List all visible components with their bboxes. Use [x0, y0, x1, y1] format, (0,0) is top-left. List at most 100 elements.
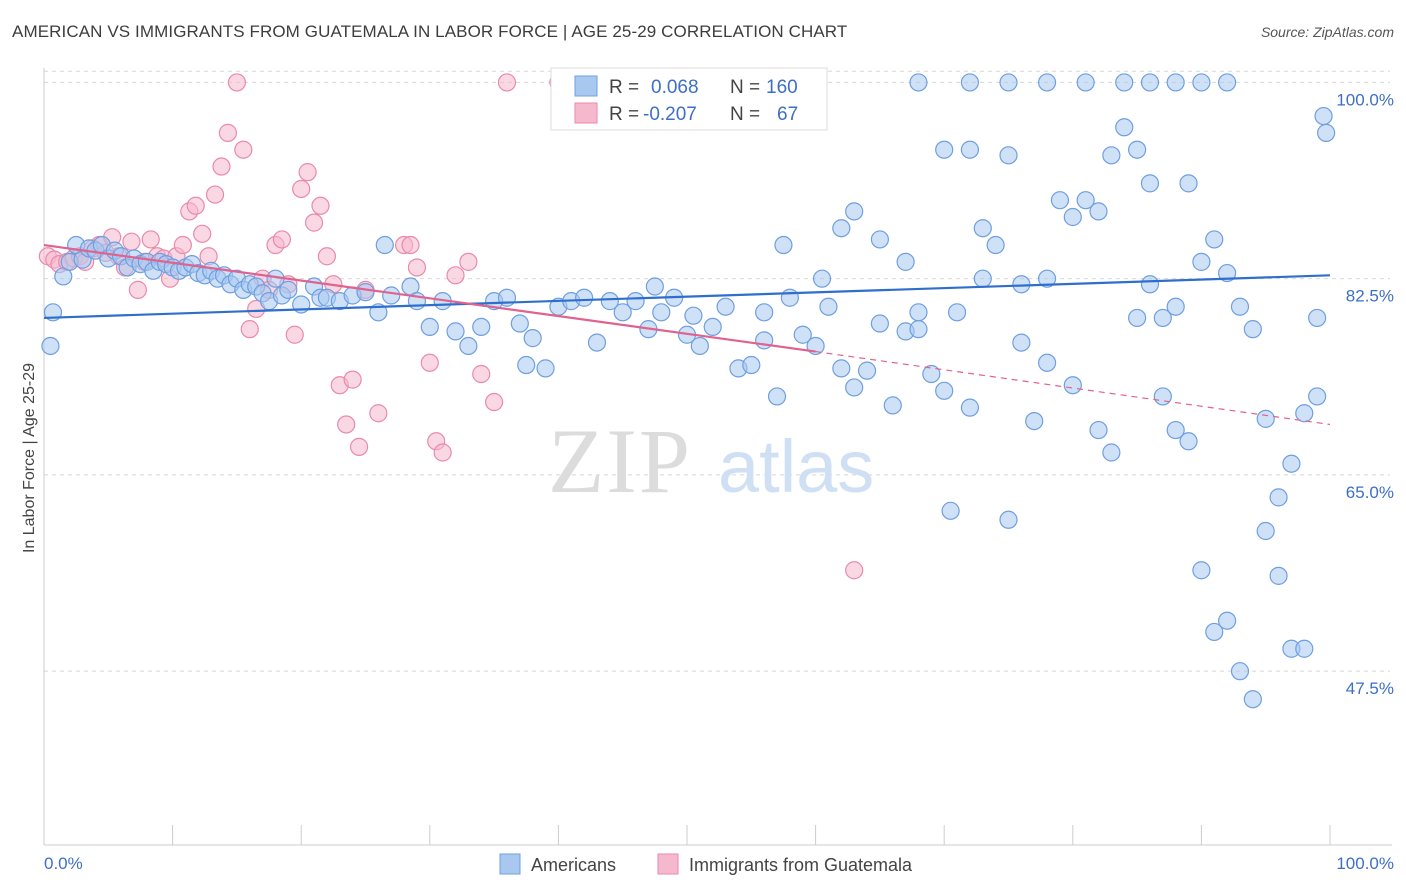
data-point — [999, 73, 1018, 92]
data-point — [1063, 376, 1082, 395]
data-point — [1192, 252, 1211, 271]
data-point — [1076, 73, 1095, 92]
data-point — [382, 286, 401, 305]
data-point — [1218, 73, 1237, 92]
data-point — [497, 73, 517, 92]
data-point — [375, 235, 394, 255]
data-point — [870, 230, 890, 249]
data-point — [909, 73, 928, 92]
data-point — [349, 437, 369, 456]
y-tick-label: 47.5% — [1346, 679, 1394, 698]
y-tick-label: 82.5% — [1346, 287, 1394, 306]
y-tick-labels: 100.0% 82.5% 65.0% 47.5% — [1336, 90, 1394, 698]
data-point — [1037, 269, 1057, 288]
data-point — [1089, 420, 1108, 440]
data-point — [1205, 230, 1224, 249]
x-tick-labels: 0.0% 100.0% — [44, 854, 1394, 873]
data-point — [1127, 308, 1147, 328]
data-point — [337, 415, 356, 434]
data-point — [1102, 146, 1121, 165]
data-point — [1295, 404, 1314, 423]
data-point — [420, 317, 439, 336]
legend-n-label-2: N = — [730, 104, 760, 125]
data-point — [536, 359, 555, 378]
data-point — [173, 235, 192, 255]
correlation-legend: R = 0.068 N = 160 R = -0.207 N = 67 — [550, 67, 828, 131]
data-point — [343, 370, 362, 389]
data-point — [935, 140, 954, 159]
data-point — [1166, 297, 1185, 316]
data-point — [832, 359, 851, 378]
data-point — [1243, 320, 1262, 339]
data-point — [845, 202, 864, 221]
data-point — [1218, 611, 1237, 630]
data-point — [1153, 387, 1172, 406]
data-point — [1115, 118, 1134, 137]
watermark: ZIP atlas — [548, 410, 874, 512]
data-point — [1269, 566, 1288, 585]
bottom-legend-swatch-americans — [499, 853, 521, 875]
data-point — [446, 266, 465, 285]
bottom-legend-americans: Americans — [531, 855, 616, 875]
data-point — [1179, 174, 1198, 193]
data-point — [227, 73, 246, 92]
data-point — [716, 297, 735, 316]
data-point — [1282, 454, 1301, 473]
data-point — [613, 303, 632, 322]
bottom-legend: Americans Immigrants from Guatemala — [499, 853, 913, 875]
data-point — [1037, 73, 1057, 92]
data-point — [234, 140, 253, 159]
trend-line — [43, 274, 1331, 320]
data-point — [645, 277, 664, 296]
legend-n-value-1: 160 — [766, 77, 798, 98]
data-point — [780, 288, 799, 307]
data-point — [845, 378, 864, 397]
bottom-legend-swatch-guatemala — [657, 853, 679, 875]
data-point — [812, 269, 832, 288]
data-point — [652, 303, 671, 322]
data-point — [909, 320, 928, 339]
trend-line — [43, 243, 816, 353]
data-point — [212, 157, 231, 176]
data-point — [857, 361, 877, 380]
data-point — [767, 387, 787, 406]
data-point — [755, 303, 774, 322]
data-point — [1076, 191, 1095, 210]
data-point — [141, 230, 160, 249]
data-point — [832, 219, 851, 238]
y-axis-title: In Labor Force | Age 25-29 — [21, 363, 38, 553]
data-point — [311, 196, 330, 215]
data-point — [485, 392, 504, 412]
data-point — [472, 364, 491, 384]
data-point — [304, 213, 324, 232]
data-point — [1256, 409, 1275, 428]
data-point — [999, 146, 1018, 165]
data-point — [690, 336, 709, 356]
data-point — [1218, 263, 1237, 283]
data-point — [1012, 333, 1031, 352]
data-point — [186, 196, 205, 215]
data-point — [909, 303, 928, 322]
series-americans — [41, 73, 1336, 709]
data-point — [1317, 123, 1336, 142]
data-point — [317, 247, 337, 266]
data-point — [960, 73, 980, 92]
data-point — [523, 329, 542, 348]
data-point — [218, 123, 237, 142]
axes — [43, 68, 1392, 846]
data-point — [420, 353, 439, 372]
bottom-legend-guatemala: Immigrants from Guatemala — [689, 855, 913, 875]
data-point — [285, 325, 304, 344]
watermark-atlas: atlas — [718, 425, 874, 508]
legend-r-value-2: -0.207 — [643, 104, 697, 125]
data-point — [1243, 690, 1262, 709]
trend-line-extension — [815, 350, 1331, 426]
data-point — [356, 283, 375, 302]
legend-r-label-2: R = — [609, 104, 639, 125]
data-point — [870, 314, 890, 333]
legend-swatch-americans — [574, 75, 598, 97]
data-point — [128, 280, 147, 299]
data-point — [1037, 353, 1057, 372]
data-point — [986, 235, 1005, 255]
